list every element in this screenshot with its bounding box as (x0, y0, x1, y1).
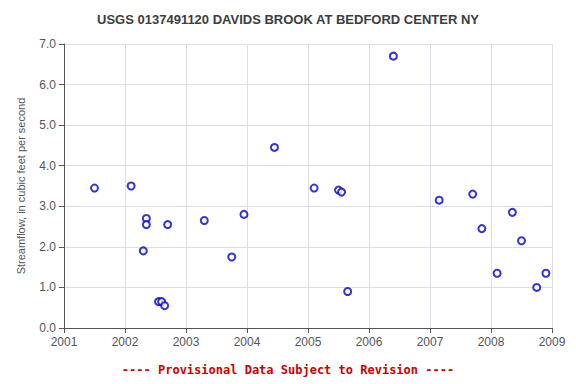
svg-text:7.0: 7.0 (39, 37, 56, 51)
svg-text:2005: 2005 (295, 335, 322, 349)
svg-text:6.0: 6.0 (39, 78, 56, 92)
svg-text:2006: 2006 (356, 335, 383, 349)
svg-text:4.0: 4.0 (39, 159, 56, 173)
svg-text:1.0: 1.0 (39, 280, 56, 294)
svg-text:2004: 2004 (234, 335, 261, 349)
svg-text:5.0: 5.0 (39, 118, 56, 132)
svg-text:0.0: 0.0 (39, 321, 56, 335)
svg-text:2007: 2007 (417, 335, 444, 349)
svg-text:Streamflow, in cubic feet per: Streamflow, in cubic feet per second (15, 98, 27, 275)
svg-text:3.0: 3.0 (39, 199, 56, 213)
svg-text:2003: 2003 (173, 335, 200, 349)
svg-text:2009: 2009 (539, 335, 566, 349)
svg-text:USGS 0137491120 DAVIDS BROOK A: USGS 0137491120 DAVIDS BROOK AT BEDFORD … (97, 12, 479, 27)
svg-text:---- Provisional Data Subject: ---- Provisional Data Subject to Revisio… (122, 363, 454, 377)
svg-text:2001: 2001 (51, 335, 78, 349)
svg-text:2002: 2002 (112, 335, 139, 349)
svg-text:2.0: 2.0 (39, 240, 56, 254)
svg-text:2008: 2008 (478, 335, 505, 349)
